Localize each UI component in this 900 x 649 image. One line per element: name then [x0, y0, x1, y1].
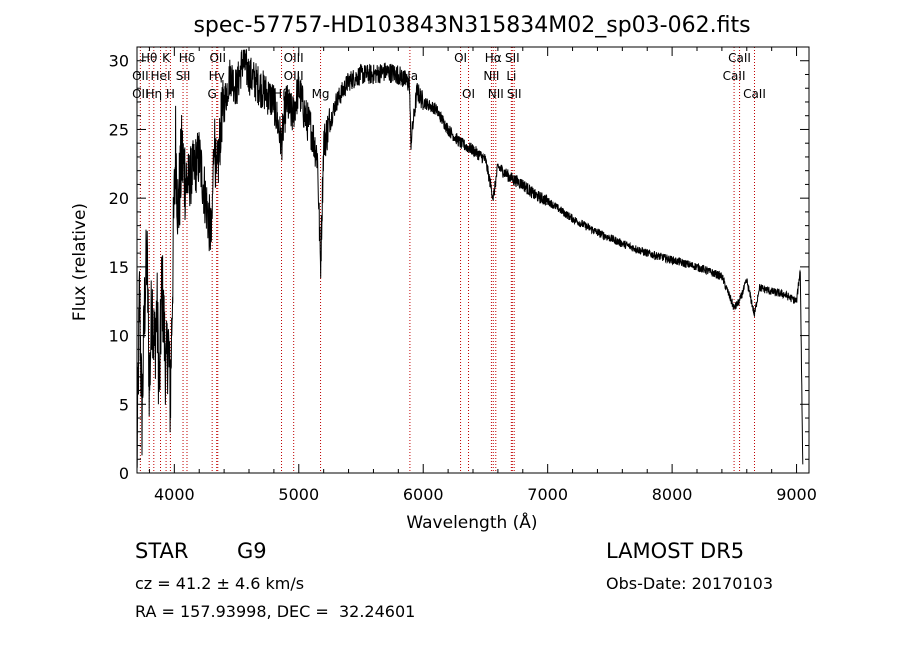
spectral-line-label: SII — [505, 51, 520, 65]
y-tick-label: 10 — [109, 327, 129, 346]
x-tick-label: 8000 — [652, 485, 693, 504]
spectral-line-label: OII — [209, 51, 226, 65]
spectral-line-label: CaII — [723, 69, 746, 83]
y-axis-ticks: 0 5 10 15 20 25 30 — [109, 46, 809, 483]
spectral-line-label: OI — [454, 51, 467, 65]
spectral-line-label: SII — [507, 87, 522, 101]
y-axis-label: Flux (relative) — [70, 203, 90, 321]
plot-frame — [136, 46, 810, 474]
flux-series-line — [136, 48, 804, 468]
spectral-line-label: HeI — [151, 69, 171, 83]
spectral-line-label: OIII — [284, 51, 304, 65]
spectral-line-markers — [139, 47, 755, 473]
y-tick-label: 15 — [109, 258, 129, 277]
x-tick-label: 5000 — [278, 485, 319, 504]
spectral-line-label: G — [208, 87, 217, 101]
spectral-line-label: NII — [483, 69, 499, 83]
y-tick-label: 20 — [109, 189, 129, 208]
x-tick-label: 9000 — [776, 485, 817, 504]
spectral-subclass: G9 — [237, 539, 267, 563]
coordinates: RA = 157.93998, DEC = 32.24601 — [135, 602, 416, 621]
x-tick-label: 7000 — [527, 485, 568, 504]
x-tick-label: 4000 — [154, 485, 195, 504]
x-axis-label: Wavelength (Å) — [406, 511, 537, 533]
spectral-line-label: Hγ — [209, 69, 225, 83]
spectral-line-label: Hα — [485, 51, 502, 65]
spectral-line-label: Mg — [312, 87, 330, 101]
y-tick-label: 30 — [109, 52, 129, 71]
spectral-line-label: Li — [506, 69, 516, 83]
x-tick-label: 6000 — [403, 485, 444, 504]
spectral-line-label: SII — [176, 69, 191, 83]
observation-date: Obs-Date: 20170103 — [606, 574, 774, 593]
y-tick-label: 25 — [109, 120, 129, 139]
spectral-line-label: CaII — [743, 87, 766, 101]
spectral-line-label: NII — [488, 87, 504, 101]
spectral-line-label: H — [166, 87, 175, 101]
spectral-line-label: Hη — [145, 87, 162, 101]
x-axis-ticks: 4000 5000 6000 7000 8000 9000 — [148, 47, 817, 504]
y-tick-label: 0 — [119, 464, 129, 483]
chart-title: spec-57757-HD103843N315834M02_sp03-062.f… — [193, 13, 750, 38]
spectral-line-label: K — [162, 51, 171, 65]
spectral-line-label: Hθ — [141, 51, 157, 65]
spectral-line-label: OI — [462, 87, 475, 101]
object-type: STAR — [135, 539, 189, 563]
spectral-line-label: Hδ — [179, 51, 195, 65]
redshift-velocity: cz = 41.2 ± 4.6 km/s — [135, 574, 305, 593]
spectral-line-label: OII — [132, 69, 149, 83]
survey-name: LAMOST DR5 — [606, 539, 745, 563]
spectral-line-label: OII — [132, 87, 149, 101]
spectral-line-label: CaII — [728, 51, 751, 65]
y-tick-label: 5 — [119, 395, 129, 414]
